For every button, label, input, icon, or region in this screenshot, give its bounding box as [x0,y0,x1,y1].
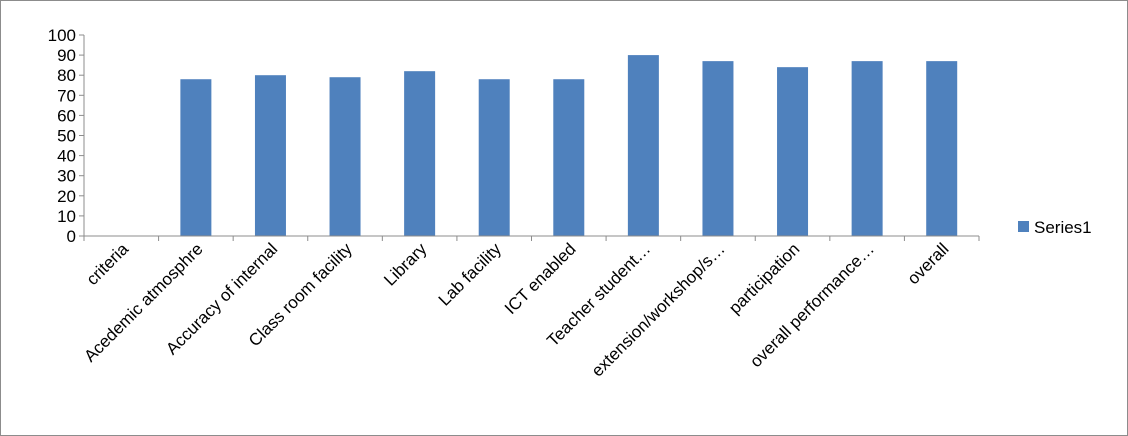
x-category-label: criteria [83,239,133,289]
bar-8 [702,61,734,236]
y-tick-label: 40 [57,147,76,166]
y-tick-label: 60 [57,106,76,125]
x-category-label: Library [380,239,431,290]
bar-10 [851,61,883,236]
x-category-label: ICT enabled [501,239,580,318]
x-category-label: Lab facility [435,239,506,310]
bar-2 [254,75,286,236]
y-tick-label: 50 [57,127,76,146]
x-category-label: extension/workshop/s… [588,239,729,380]
legend: Series1 [1018,218,1092,237]
y-tick-label: 80 [57,66,76,85]
bar-1 [180,79,212,236]
y-tick-label: 0 [67,227,76,246]
y-tick-label: 10 [57,207,76,226]
y-tick-label: 70 [57,86,76,105]
bar-9 [777,67,809,236]
bar-11 [926,61,958,236]
series1-bars [180,55,958,237]
legend-swatch-series1 [1018,221,1029,232]
y-tick-label: 20 [57,187,76,206]
bar-4 [404,71,436,237]
x-category-label: overall [904,239,953,288]
legend-label-series1: Series1 [1034,218,1092,237]
bar-7 [627,55,659,236]
y-tick-label: 100 [48,26,76,45]
bar-3 [329,77,361,237]
bar-6 [553,79,585,236]
bar-5 [478,79,510,236]
y-tick-label: 30 [57,167,76,186]
x-category-label: participation [725,239,803,317]
x-category-label: overall performance… [746,239,878,371]
y-tick-label: 90 [57,46,76,65]
